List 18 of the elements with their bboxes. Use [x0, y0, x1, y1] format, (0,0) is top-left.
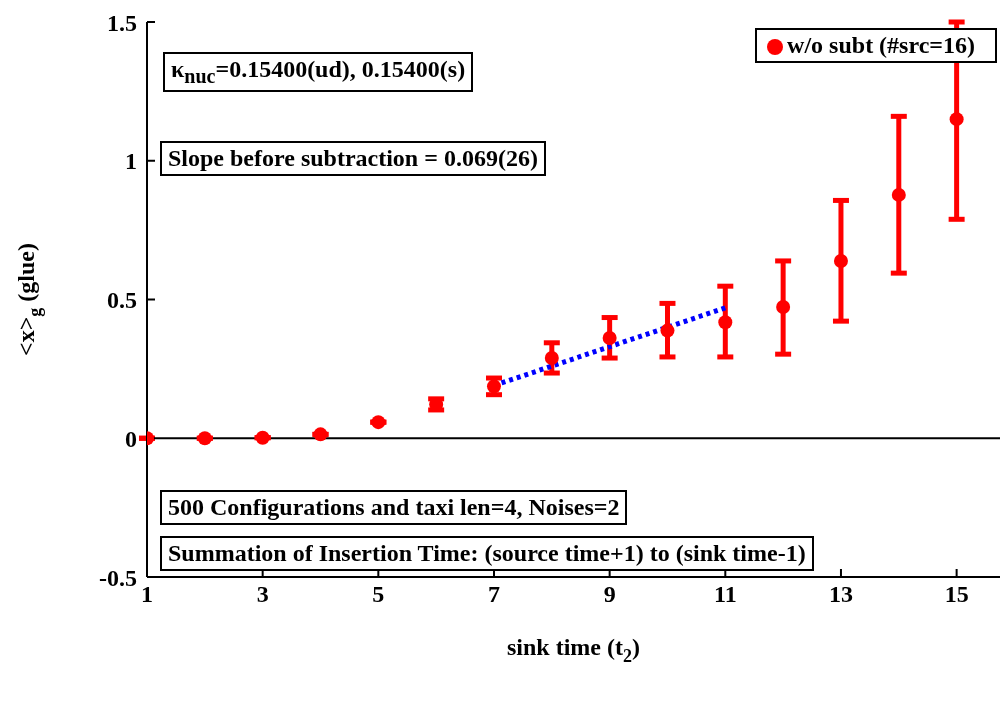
annotation: κ$_{nuc}$=0.15400(ud), 0.15400(s)	[163, 52, 474, 92]
x-tick-label: 3	[256, 581, 269, 608]
annotation: Summation of Insertion Time: (source time+1) to (sink time-1)	[160, 536, 814, 571]
y-tick-label: 1.5	[107, 9, 137, 36]
x-tick-label: 5	[372, 581, 385, 608]
x-axis-title: sink time (t$_{2}$)	[507, 634, 640, 667]
annotation: Slope before subtraction = 0.069(26)	[160, 141, 546, 176]
annotation: 500 Configurations and taxi len=4, Noises=2	[160, 490, 628, 525]
x-tick-label: 9	[603, 581, 616, 608]
legend-label: w/o subt (#src=16)	[787, 32, 975, 58]
x-tick-label: 15	[944, 581, 969, 608]
y-tick-label: -0.5	[99, 564, 137, 591]
y-tick-label: 1	[125, 148, 137, 175]
y-tick-label: 0	[125, 425, 137, 452]
x-tick-label: 11	[713, 581, 737, 608]
y-tick-label: 0.5	[107, 287, 137, 314]
x-tick-label: 13	[828, 581, 853, 608]
x-tick-label: 7	[487, 581, 500, 608]
